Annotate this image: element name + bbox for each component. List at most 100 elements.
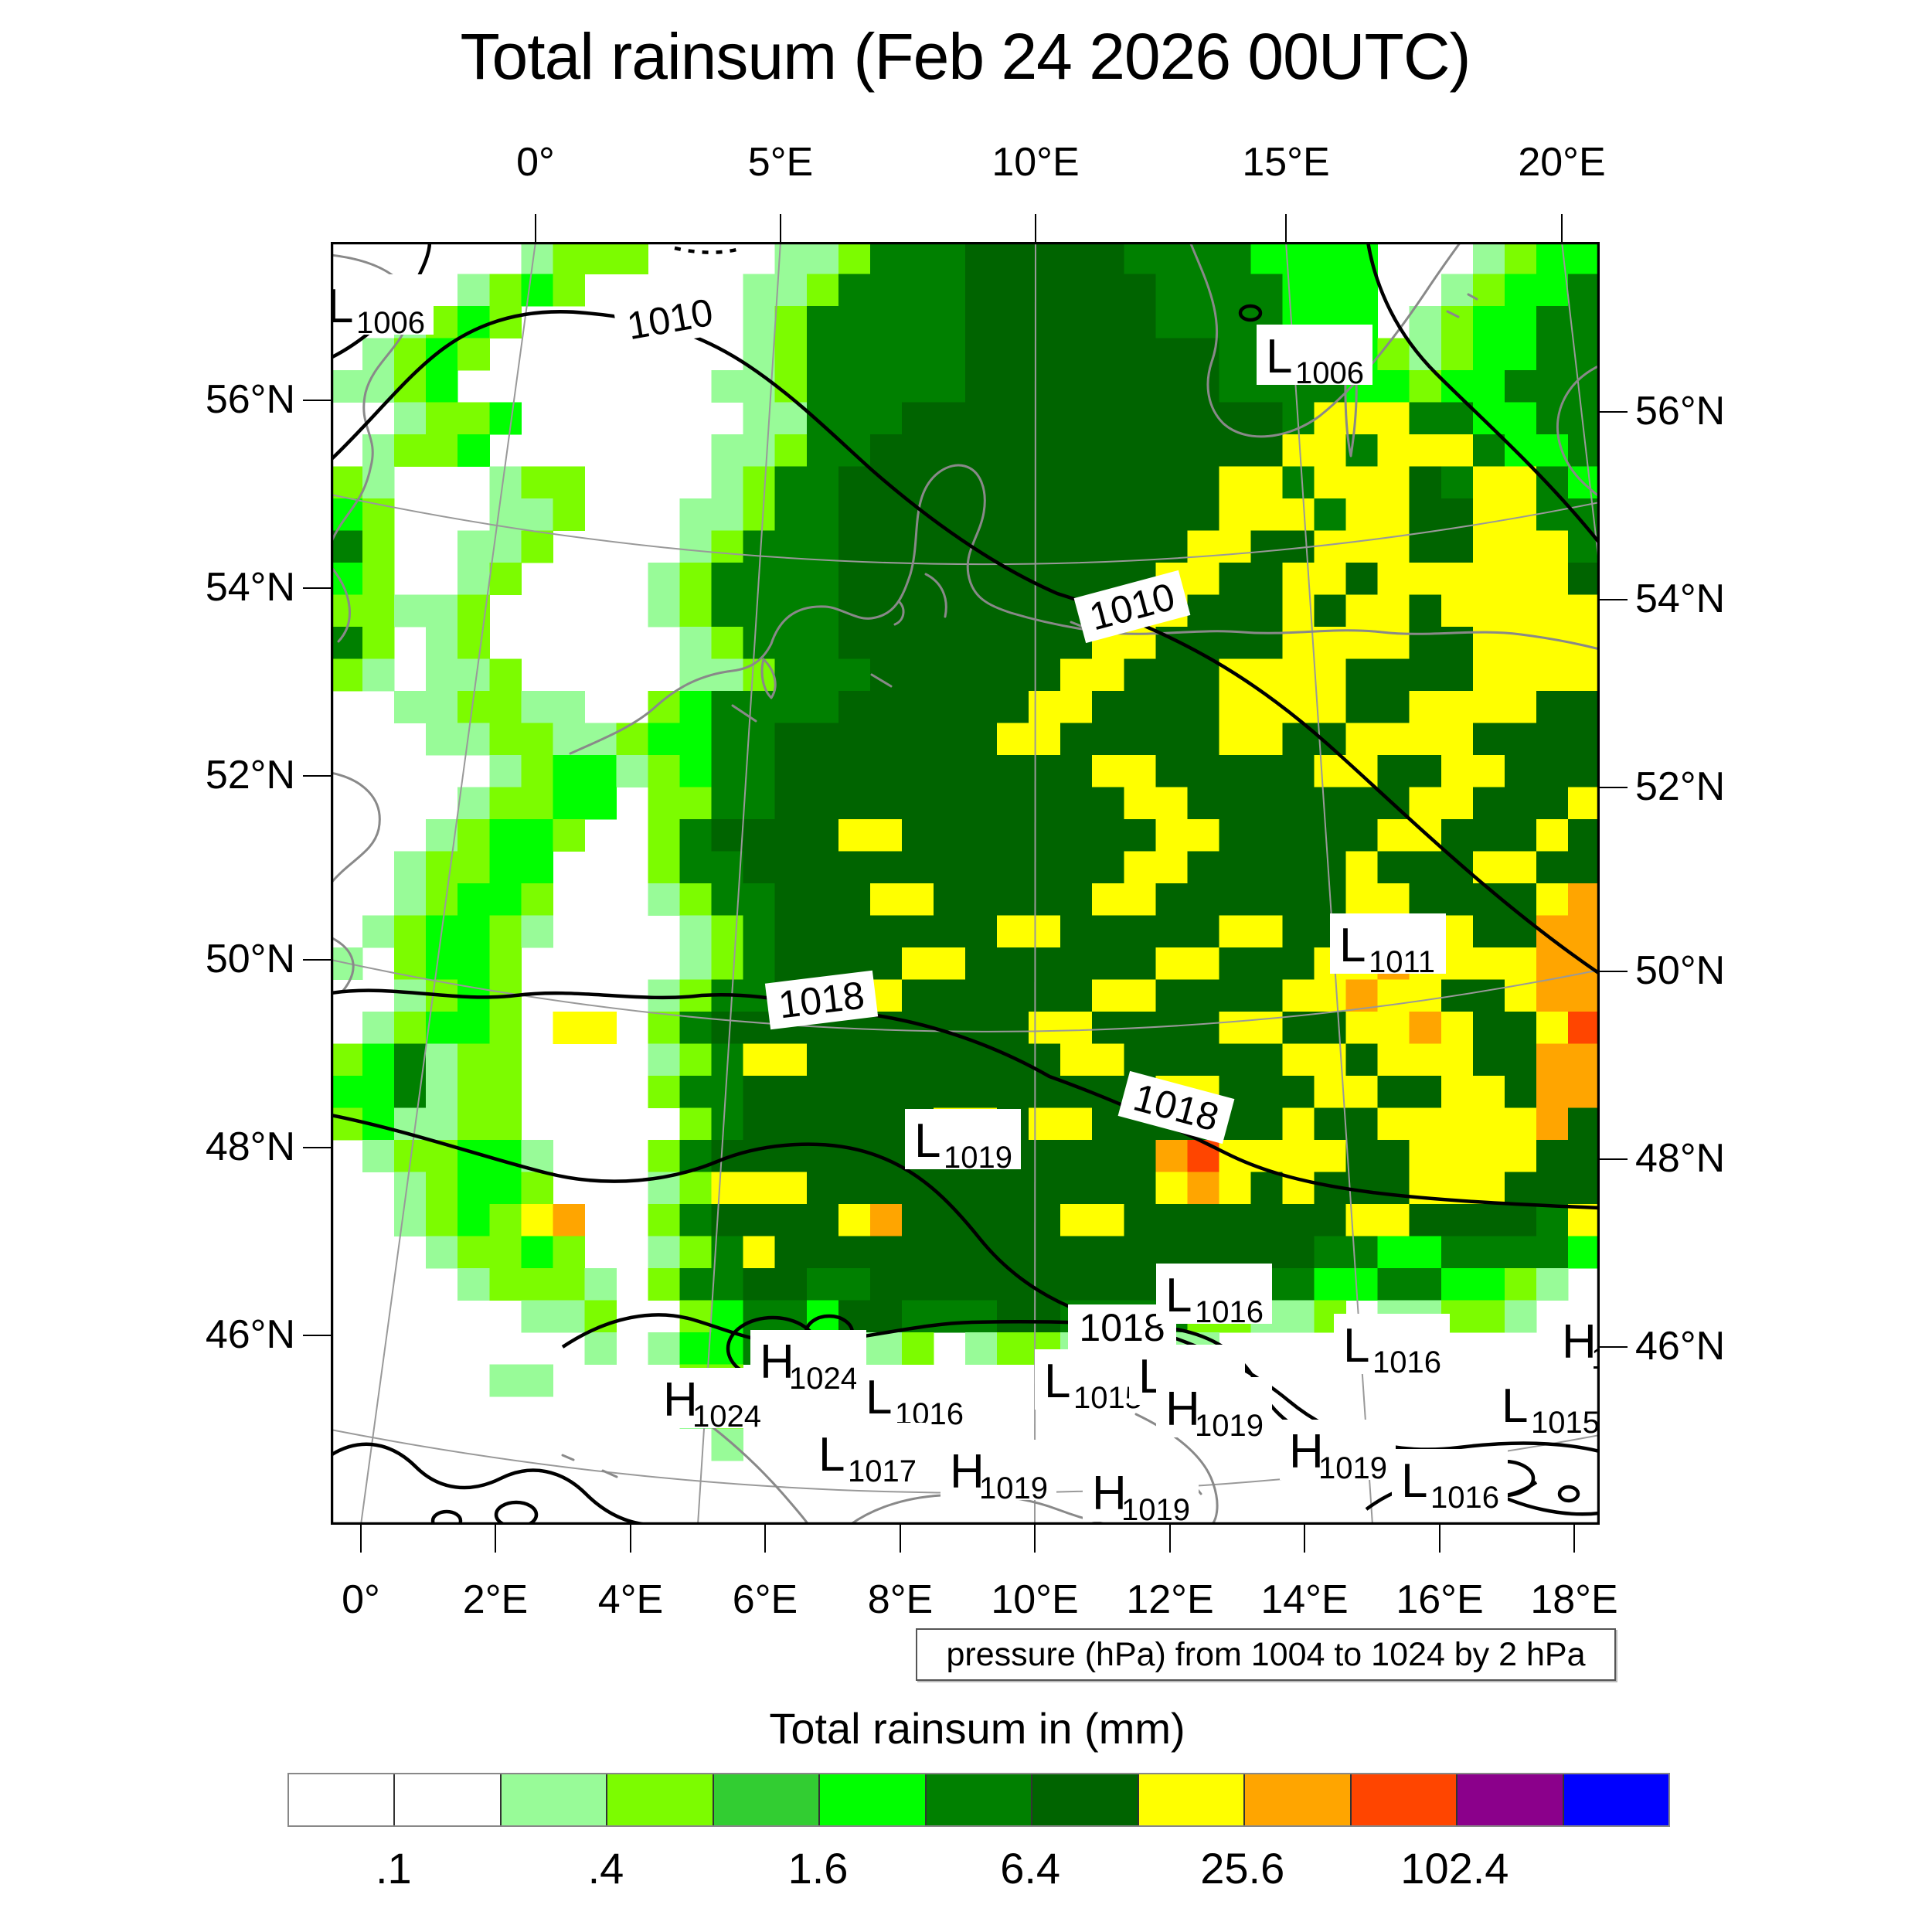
svg-text:1011: 1011 <box>1369 945 1435 979</box>
svg-text:H: H <box>663 1373 698 1427</box>
colorbar-cell <box>606 1774 713 1825</box>
isobar-label: 1018 <box>1068 1304 1176 1351</box>
svg-text:1017: 1017 <box>848 1454 917 1488</box>
pressure-center-label-l1006: L 1006 <box>1257 325 1372 390</box>
colorbar-cell <box>712 1774 819 1825</box>
svg-text:1019: 1019 <box>979 1471 1048 1505</box>
colorbar-tick-label: 1.6 <box>787 1844 849 1893</box>
colorbar-cell <box>818 1774 925 1825</box>
colorbar-tick-label: 6.4 <box>1000 1844 1061 1893</box>
bottom-axis-label: 4°E <box>597 1577 664 1622</box>
left-axis-label: 48°N <box>205 1124 295 1169</box>
graticule <box>331 242 1600 1525</box>
colorbar-cell <box>1562 1774 1669 1825</box>
rain-field <box>331 242 1600 1461</box>
left-axis-label: 56°N <box>205 377 295 422</box>
colorbar-tick-label: 25.6 <box>1200 1844 1285 1893</box>
svg-text:1019: 1019 <box>944 1141 1012 1175</box>
top-axis-tick <box>1285 214 1287 242</box>
svg-text:1018: 1018 <box>1079 1306 1165 1349</box>
right-axis-tick <box>1600 1346 1628 1348</box>
pressure-center-label-l1016: L 1016 <box>1392 1449 1508 1515</box>
bottom-axis-label: 16°E <box>1396 1577 1484 1622</box>
svg-text:L: L <box>1266 330 1292 383</box>
colorbar-cell <box>1456 1774 1563 1825</box>
bottom-axis-tick <box>630 1525 631 1553</box>
svg-text:H: H <box>1092 1467 1127 1520</box>
bottom-axis-tick <box>1573 1525 1575 1553</box>
svg-text:H: H <box>760 1335 794 1389</box>
bottom-axis-label: 18°E <box>1530 1577 1618 1622</box>
colorbar-cell <box>1137 1774 1244 1825</box>
bottom-axis-tick <box>1169 1525 1171 1553</box>
svg-text:1016: 1016 <box>1430 1481 1499 1515</box>
right-axis-label: 52°N <box>1635 764 1726 809</box>
bottom-axis-tick <box>1439 1525 1440 1553</box>
top-axis-tick <box>1035 214 1036 242</box>
svg-text:1019: 1019 <box>1195 1409 1264 1443</box>
pressure-center-label-l1006: L 1006 <box>331 274 434 340</box>
top-axis-label: 20°E <box>1518 140 1606 185</box>
right-axis-tick <box>1600 787 1628 788</box>
svg-text:L: L <box>1165 1269 1192 1322</box>
bottom-axis-label: 10°E <box>991 1577 1079 1622</box>
top-axis-tick <box>535 214 536 242</box>
left-axis-tick <box>303 400 331 401</box>
svg-text:L: L <box>1502 1379 1528 1433</box>
pressure-center-label-l1019: L 1019 <box>905 1109 1021 1175</box>
bottom-axis-label: 6°E <box>732 1577 798 1622</box>
left-axis-label: 46°N <box>205 1312 295 1357</box>
left-axis-label: 54°N <box>205 565 295 610</box>
pressure-center-label-l1016: L 1016 <box>1334 1314 1450 1379</box>
left-axis-label: 50°N <box>205 937 295 981</box>
svg-text:1019: 1019 <box>1121 1493 1190 1525</box>
bottom-axis-tick <box>900 1525 901 1553</box>
bottom-axis-label: 12°E <box>1126 1577 1214 1622</box>
svg-text:H: H <box>1289 1425 1324 1478</box>
colorbar-tick-label: .1 <box>375 1844 412 1893</box>
bottom-axis-label: 0° <box>342 1577 380 1622</box>
svg-text:H: H <box>950 1445 985 1498</box>
svg-text:1006: 1006 <box>356 306 425 340</box>
colorbar-cell <box>393 1774 500 1825</box>
top-axis-label: 10°E <box>992 140 1080 185</box>
colorbar-cell <box>924 1774 1032 1825</box>
top-axis-label: 15°E <box>1242 140 1330 185</box>
pressure-center-label-l1015: L 1015 <box>1492 1374 1600 1440</box>
svg-text:1018: 1018 <box>776 973 866 1026</box>
svg-text:1024: 1024 <box>692 1400 761 1434</box>
svg-text:1024: 1024 <box>789 1362 858 1396</box>
svg-text:L: L <box>866 1371 892 1424</box>
left-axis-tick <box>303 1147 331 1148</box>
right-axis-label: 46°N <box>1635 1324 1726 1369</box>
bottom-axis-tick <box>764 1525 766 1553</box>
right-axis-label: 54°N <box>1635 577 1726 621</box>
pressure-center-label-l1011: L 1011 <box>1330 913 1446 979</box>
isobar-label: 1018 <box>764 970 879 1030</box>
colorbar-cell <box>1349 1774 1457 1825</box>
top-axis-tick <box>1561 214 1563 242</box>
svg-text:H: H <box>1562 1315 1597 1369</box>
right-axis-tick <box>1600 1158 1628 1160</box>
bottom-axis-tick <box>1034 1525 1036 1553</box>
svg-text:1019: 1019 <box>1591 1342 1600 1376</box>
bottom-axis-label: 14°E <box>1260 1577 1349 1622</box>
bottom-axis-tick <box>1304 1525 1305 1553</box>
left-axis-tick <box>303 1335 331 1336</box>
page-title: Total rainsum (Feb 24 2026 00UTC) <box>460 20 1471 93</box>
left-axis-tick <box>303 959 331 961</box>
pressure-legend-box: pressure (hPa) from 1004 to 1024 by 2 hP… <box>916 1628 1616 1681</box>
colorbar-cell <box>1031 1774 1138 1825</box>
left-axis-tick <box>303 775 331 777</box>
bottom-axis-label: 2°E <box>462 1577 529 1622</box>
